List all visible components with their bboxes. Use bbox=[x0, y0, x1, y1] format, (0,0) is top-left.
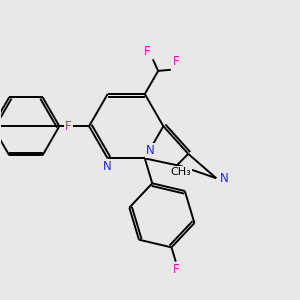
Text: F: F bbox=[65, 120, 72, 133]
Text: N: N bbox=[103, 160, 112, 173]
Text: CH₃: CH₃ bbox=[170, 167, 191, 177]
Text: F: F bbox=[173, 55, 180, 68]
Text: F: F bbox=[172, 263, 179, 276]
Text: N: N bbox=[220, 172, 229, 185]
Text: F: F bbox=[144, 45, 150, 58]
Text: N: N bbox=[146, 144, 155, 157]
